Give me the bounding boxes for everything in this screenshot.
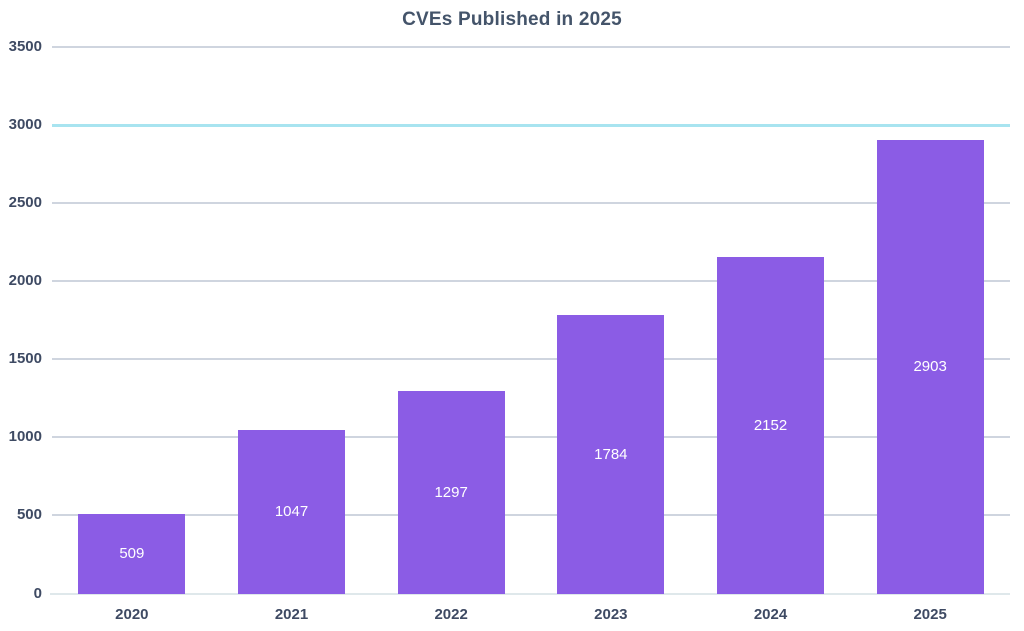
y-tick-label-1500: 1500 bbox=[8, 350, 42, 368]
gridline-1500 bbox=[52, 358, 1010, 361]
y-tick-label-2500: 2500 bbox=[8, 194, 42, 212]
gridline-500 bbox=[52, 514, 1010, 517]
x-tick-label-2021: 2021 bbox=[274, 606, 309, 623]
bar-value-label-2021: 1047 bbox=[274, 503, 309, 521]
x-tick-label-2023: 2023 bbox=[594, 606, 628, 623]
bar-2024: 2152 bbox=[717, 257, 824, 594]
bar-value-label-2024: 2152 bbox=[753, 416, 788, 434]
x-tick-label-2024: 2024 bbox=[753, 606, 788, 623]
x-tick-label-2025: 2025 bbox=[913, 606, 947, 623]
gridline-2000 bbox=[52, 280, 1010, 283]
gridline-1000 bbox=[52, 436, 1010, 439]
bar-value-label-2025: 2903 bbox=[913, 358, 947, 376]
x-tick-label-2020: 2020 bbox=[115, 606, 149, 623]
bar-2021: 1047 bbox=[238, 430, 345, 594]
bar-2022: 1297 bbox=[397, 390, 505, 594]
y-tick-label-0: 0 bbox=[33, 584, 42, 602]
bar-2020: 509 bbox=[78, 514, 186, 594]
highlighted-gridline-3000 bbox=[52, 123, 1010, 127]
y-tick-label-500: 500 bbox=[16, 506, 42, 524]
bar-value-label-2020: 509 bbox=[119, 545, 145, 563]
y-tick-label-3000: 3000 bbox=[8, 116, 42, 134]
bar-value-label-2023: 1784 bbox=[594, 445, 628, 463]
gridline-2500 bbox=[52, 202, 1010, 205]
bar-2025: 2903 bbox=[876, 140, 984, 594]
bar-2023: 1784 bbox=[557, 314, 665, 594]
y-tick-label-3500: 3500 bbox=[8, 38, 42, 55]
y-tick-label-1000: 1000 bbox=[8, 428, 42, 446]
y-tick-label-2000: 2000 bbox=[8, 272, 42, 290]
chart-title: CVEs Published in 2025 bbox=[402, 9, 622, 30]
x-axis-line bbox=[50, 592, 1010, 595]
x-tick-label-2022: 2022 bbox=[434, 606, 468, 623]
bar-value-label-2022: 1297 bbox=[434, 483, 468, 501]
gridline-3500 bbox=[52, 46, 1010, 48]
